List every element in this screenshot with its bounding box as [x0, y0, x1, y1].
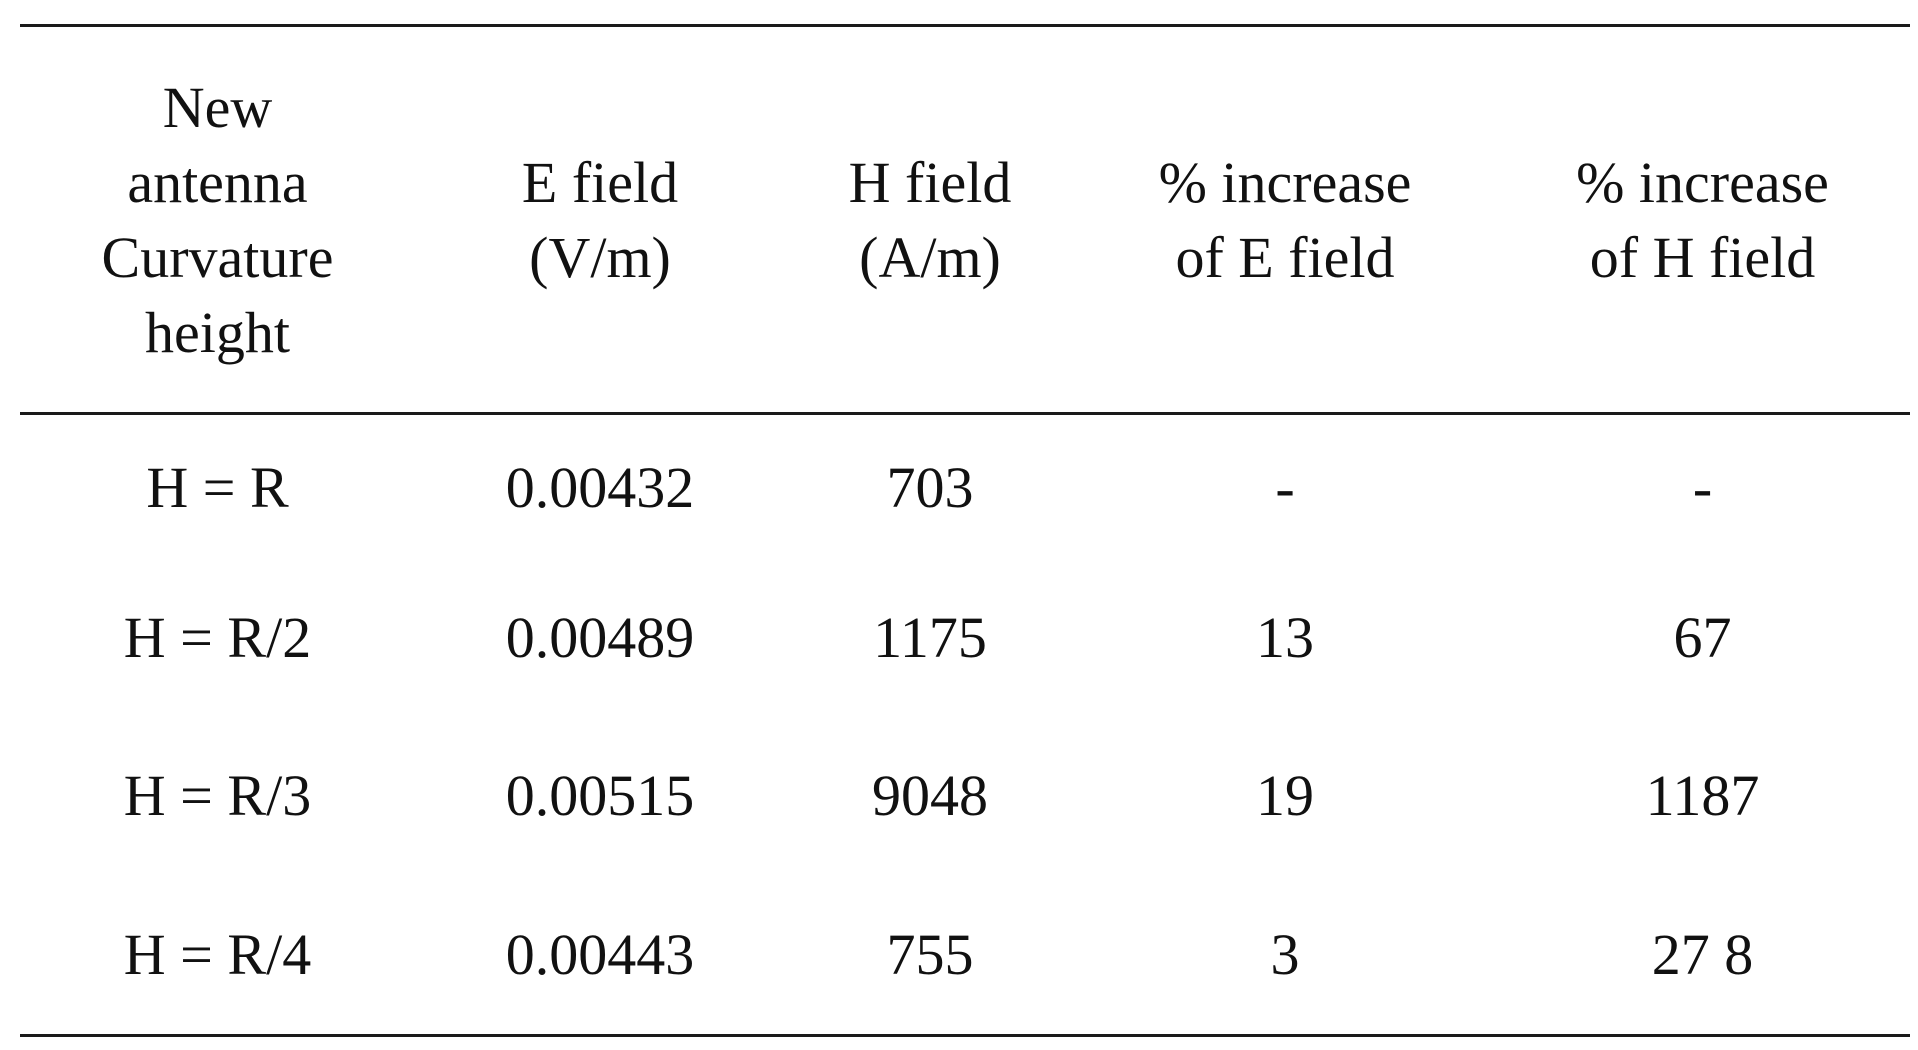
header-text-line: Curvature [101, 225, 334, 290]
header-percent-increase-e: % increase of E field [1075, 70, 1495, 370]
table-header-rule [20, 412, 1910, 415]
cell-percent-increase-h: - [1692, 455, 1713, 520]
header-text-line: (A/m) [859, 225, 1001, 290]
cell-curvature-height: H = R/3 [123, 763, 312, 828]
cell-percent-increase-e: - [1275, 455, 1295, 520]
cell-e-field: 0.00515 [505, 763, 695, 828]
cell-e-field: 0.00432 [505, 455, 695, 520]
header-text-line: (V/m) [529, 225, 671, 290]
header-h-field: H field (A/m) [785, 70, 1075, 370]
data-table: New antenna Curvature height E field (V/… [20, 0, 1910, 1050]
header-text-line: of H field [1589, 225, 1816, 290]
cell-percent-increase-h: 67 [1673, 605, 1732, 670]
header-text-line: height [145, 300, 290, 365]
cell-percent-increase-e: 3 [1270, 922, 1300, 987]
header-curvature-height: New antenna Curvature height [20, 70, 415, 370]
cell-curvature-height: H = R/4 [123, 922, 312, 987]
header-text-line: New [162, 75, 273, 140]
header-text-line: % increase [1576, 150, 1829, 215]
header-text-line: H field [848, 150, 1012, 215]
cell-curvature-height: H = R [146, 455, 289, 520]
header-text-line: of E field [1175, 225, 1395, 290]
cell-curvature-height: H = R/2 [123, 605, 312, 670]
cell-e-field: 0.00489 [505, 605, 695, 670]
cell-percent-increase-h: 1187 [1645, 763, 1760, 828]
cell-percent-increase-h: 27 8 [1651, 922, 1754, 987]
table-row: H = R/4 0.00443 755 3 27 8 [20, 917, 1910, 1007]
header-e-field: E field (V/m) [415, 70, 785, 370]
cell-percent-increase-e: 13 [1256, 605, 1314, 670]
header-text-line: E field [521, 150, 679, 215]
table-top-rule [20, 24, 1910, 27]
table-row: H = R/2 0.00489 1175 13 67 [20, 600, 1910, 690]
cell-e-field: 0.00443 [505, 922, 695, 987]
cell-h-field: 9048 [872, 763, 988, 828]
cell-h-field: 703 [886, 455, 974, 520]
header-text-line: % increase [1158, 150, 1412, 215]
cell-h-field: 1175 [873, 605, 987, 670]
header-text-line: antenna [127, 150, 308, 215]
header-percent-increase-h: % increase of H field [1495, 70, 1910, 370]
cell-h-field: 755 [886, 922, 974, 987]
table-bottom-rule [20, 1034, 1910, 1037]
cell-percent-increase-e: 19 [1256, 763, 1314, 828]
table-row: H = R 0.00432 703 - - [20, 450, 1910, 540]
table-row: H = R/3 0.00515 9048 19 1187 [20, 758, 1910, 848]
